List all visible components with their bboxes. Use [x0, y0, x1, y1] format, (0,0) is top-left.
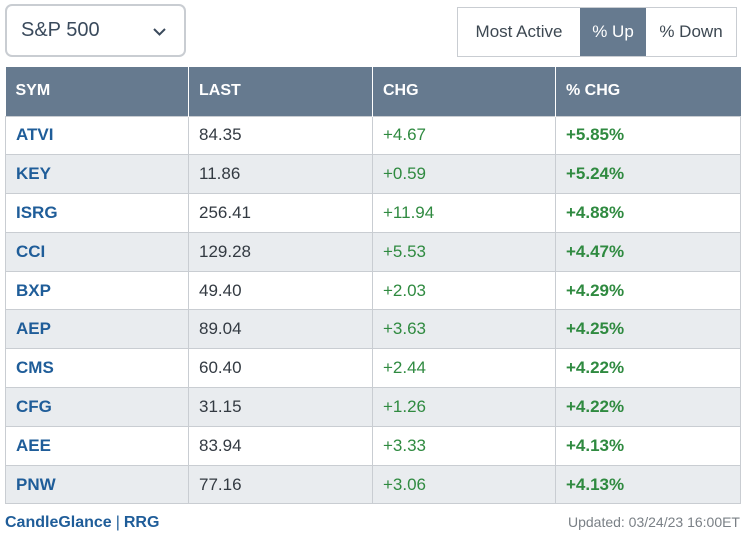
- table-row: BXP 49.40 +2.03 +4.29%: [5, 270, 741, 311]
- symbol-link[interactable]: BXP: [5, 270, 189, 311]
- column-header-pct-chg[interactable]: % CHG: [555, 67, 741, 116]
- percent-change: +4.29%: [555, 270, 741, 311]
- last-price: 49.40: [188, 270, 373, 311]
- change-value: +3.06: [372, 464, 556, 505]
- symbol-link[interactable]: ISRG: [5, 193, 189, 233]
- table-row: KEY 11.86 +0.59 +5.24%: [5, 154, 741, 195]
- change-value: +3.33: [372, 425, 556, 466]
- index-select-value: S&P 500: [21, 19, 100, 41]
- percent-change: +5.85%: [555, 115, 741, 156]
- candleglance-link[interactable]: CandleGlance: [5, 514, 112, 531]
- column-header-sym[interactable]: SYM: [5, 67, 189, 116]
- last-price: 256.41: [188, 193, 373, 233]
- change-value: +11.94: [372, 193, 556, 233]
- symbol-link[interactable]: CFG: [5, 387, 189, 427]
- last-price: 31.15: [188, 387, 373, 427]
- table-row: CFG 31.15 +1.26 +4.22%: [5, 387, 741, 427]
- symbol-link[interactable]: KEY: [5, 154, 189, 195]
- change-value: +1.26: [372, 387, 556, 427]
- symbol-link[interactable]: AEE: [5, 425, 189, 466]
- percent-change: +4.25%: [555, 309, 741, 350]
- table-row: AEE 83.94 +3.33 +4.13%: [5, 425, 741, 466]
- tab-percent-down[interactable]: % Down: [659, 22, 723, 41]
- last-price: 77.16: [188, 464, 373, 505]
- symbol-link[interactable]: CMS: [5, 348, 189, 389]
- change-value: +3.63: [372, 309, 556, 350]
- table-row: AEP 89.04 +3.63 +4.25%: [5, 309, 741, 350]
- symbol-link[interactable]: ATVI: [5, 115, 189, 156]
- percent-change: +4.88%: [555, 193, 741, 233]
- symbol-link[interactable]: PNW: [5, 464, 189, 505]
- last-price: 89.04: [188, 309, 373, 350]
- symbol-link[interactable]: AEP: [5, 309, 189, 350]
- percent-change: +4.22%: [555, 387, 741, 427]
- last-price: 84.35: [188, 115, 373, 156]
- percent-change: +4.47%: [555, 231, 741, 272]
- last-price: 60.40: [188, 348, 373, 389]
- column-header-chg[interactable]: CHG: [372, 67, 556, 116]
- change-value: +2.03: [372, 270, 556, 311]
- chevron-down-icon: [153, 25, 166, 38]
- updated-timestamp: Updated: 03/24/23 16:00ET: [567, 514, 740, 530]
- symbol-link[interactable]: CCI: [5, 231, 189, 272]
- percent-change: +5.24%: [555, 154, 741, 195]
- index-select[interactable]: S&P 500: [5, 4, 186, 57]
- movers-toggle-group: Most Active % Up % Down: [457, 7, 737, 57]
- change-value: +2.44: [372, 348, 556, 389]
- footer-separator: |: [115, 514, 120, 531]
- table-header-row: SYM LAST CHG % CHG: [5, 67, 741, 116]
- change-value: +4.67: [372, 115, 556, 156]
- change-value: +0.59: [372, 154, 556, 195]
- footer-links: CandleGlance | RRG: [5, 514, 159, 532]
- percent-change: +4.13%: [555, 425, 741, 466]
- movers-table: SYM LAST CHG % CHG ATVI 84.35 +4.67 +5.8…: [5, 67, 741, 505]
- tab-percent-up[interactable]: % Up: [580, 8, 646, 56]
- table-row: PNW 77.16 +3.06 +4.13%: [5, 464, 741, 505]
- last-price: 11.86: [188, 154, 373, 195]
- last-price: 83.94: [188, 425, 373, 466]
- last-price: 129.28: [188, 231, 373, 272]
- change-value: +5.53: [372, 231, 556, 272]
- percent-change: +4.13%: [555, 464, 741, 505]
- table-row: ISRG 256.41 +11.94 +4.88%: [5, 193, 741, 233]
- tab-most-active[interactable]: Most Active: [475, 22, 563, 41]
- table-row: ATVI 84.35 +4.67 +5.85%: [5, 115, 741, 156]
- column-header-last[interactable]: LAST: [188, 67, 373, 116]
- table-row: CCI 129.28 +5.53 +4.47%: [5, 231, 741, 272]
- percent-change: +4.22%: [555, 348, 741, 389]
- table-row: CMS 60.40 +2.44 +4.22%: [5, 348, 741, 389]
- rrg-link[interactable]: RRG: [123, 514, 160, 531]
